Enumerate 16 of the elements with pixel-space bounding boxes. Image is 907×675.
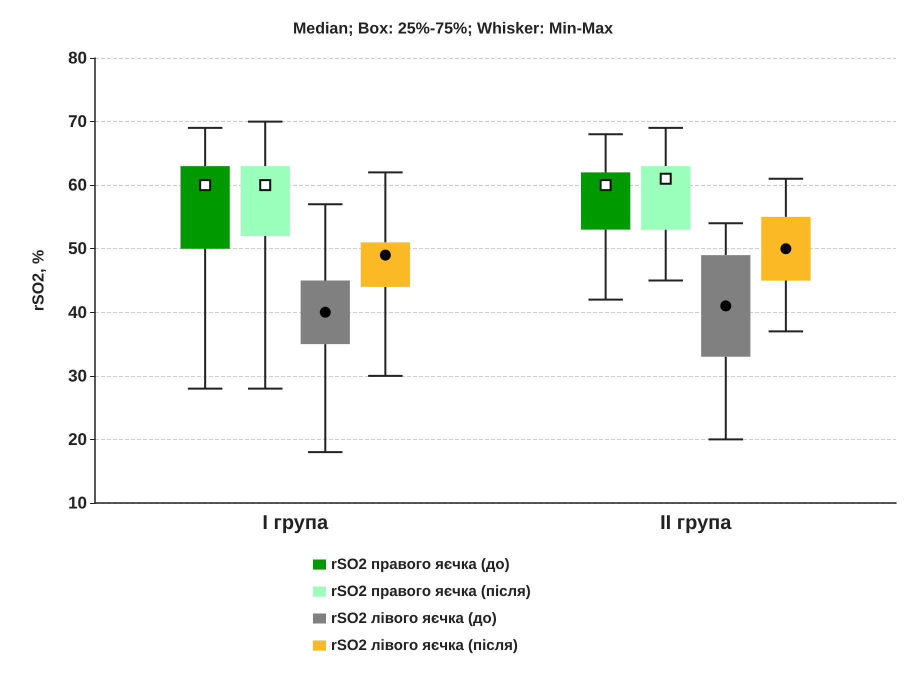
legend-label: rSO2 лівого яєчка (після) xyxy=(331,637,518,654)
chart-title: Median; Box: 25%-75%; Whisker: Min-Max xyxy=(292,20,614,38)
y-tick-label: 60 xyxy=(68,176,87,195)
y-tick-label: 30 xyxy=(68,366,87,386)
legend-label: rSO2 правого яєчка (після) xyxy=(331,583,531,600)
y-tick-label: 50 xyxy=(68,239,87,258)
y-tick-label: 40 xyxy=(68,302,87,322)
x-tick-label: I група xyxy=(262,512,329,534)
y-tick-label: 70 xyxy=(68,112,87,132)
y-tick-label: 10 xyxy=(68,494,87,512)
legend-label: rSO2 лівого яєчка (до) xyxy=(331,610,497,627)
y-axis-title: rSO2, % xyxy=(30,250,48,312)
legend-label: rSO2 правого яєчка (до) xyxy=(331,556,510,573)
x-tick-label: II група xyxy=(660,512,732,534)
y-tick-label: 20 xyxy=(68,430,87,449)
y-tick-label: 80 xyxy=(68,48,87,68)
